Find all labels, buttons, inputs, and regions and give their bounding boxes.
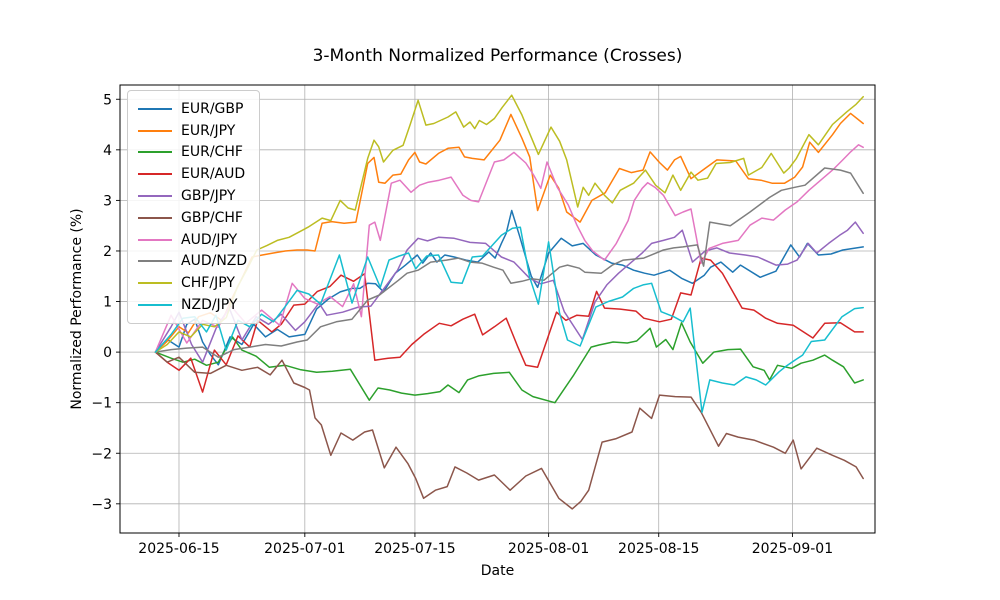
- legend: EUR/GBP EUR/JPY EUR/CHF EUR/AUD GBP/JPY GBP/C…: [127, 90, 261, 324]
- series-line-eur-aud: [154, 257, 864, 393]
- legend-label: EUR/CHF: [181, 144, 243, 161]
- legend-label: GBP/JPY: [181, 188, 236, 205]
- series-line-eur-jpy: [154, 112, 864, 353]
- legend-swatch-chf-jpy: [138, 282, 172, 285]
- x-tick-label: 2025-08-15: [618, 541, 699, 557]
- y-tick-label: 4: [103, 143, 112, 159]
- series-line-eur-chf: [154, 322, 864, 404]
- legend-swatch-aud-jpy: [138, 238, 172, 241]
- legend-label: AUD/JPY: [181, 231, 238, 248]
- x-tick-label: 2025-06-15: [138, 541, 219, 557]
- y-tick-label: 0: [103, 345, 112, 361]
- legend-swatch-eur-chf: [138, 151, 172, 154]
- x-axis-label: Date: [480, 563, 515, 579]
- axes-frame: [119, 84, 876, 534]
- legend-label: EUR/AUD: [181, 166, 246, 183]
- x-tick-label: 2025-08-01: [508, 541, 589, 557]
- series-line-chf-jpy: [154, 94, 864, 353]
- legend-swatch-aud-nzd: [138, 260, 172, 263]
- legend-entry-eur-aud: EUR/AUD: [138, 163, 247, 185]
- legend-swatch-eur-gbp: [138, 107, 172, 110]
- legend-label: EUR/GBP: [181, 100, 244, 117]
- series-line-nzd-jpy: [154, 226, 864, 414]
- y-tick-label: 5: [103, 92, 112, 108]
- legend-label: CHF/JPY: [181, 275, 235, 292]
- legend-swatch-eur-aud: [138, 173, 172, 176]
- legend-entry-gbp-chf: GBP/CHF: [138, 207, 247, 229]
- y-axis-label: Normalized Performance (%): [69, 208, 85, 410]
- series-line-gbp-chf: [154, 351, 864, 510]
- y-tick-label: −2: [91, 446, 112, 462]
- legend-swatch-gbp-jpy: [138, 195, 172, 198]
- series-line-gbp-jpy: [154, 221, 864, 363]
- legend-entry-aud-jpy: AUD/JPY: [138, 229, 247, 251]
- legend-entry-nzd-jpy: NZD/JPY: [138, 294, 247, 316]
- legend-swatch-nzd-jpy: [138, 304, 172, 307]
- x-tick-label: 2025-09-01: [752, 541, 833, 557]
- legend-swatch-eur-jpy: [138, 129, 172, 132]
- legend-swatch-gbp-chf: [138, 216, 172, 219]
- y-tick-label: −1: [91, 396, 112, 412]
- legend-entry-eur-chf: EUR/CHF: [138, 142, 247, 164]
- y-tick-label: −3: [91, 497, 112, 513]
- legend-entry-gbp-jpy: GBP/JPY: [138, 185, 247, 207]
- legend-label: GBP/CHF: [181, 209, 243, 226]
- legend-entry-eur-jpy: EUR/JPY: [138, 120, 247, 142]
- legend-entry-aud-nzd: AUD/NZD: [138, 251, 247, 273]
- x-tick-label: 2025-07-01: [264, 541, 345, 557]
- legend-entry-chf-jpy: CHF/JPY: [138, 272, 247, 294]
- legend-label: NZD/JPY: [181, 297, 238, 314]
- chart-title: 3-Month Normalized Performance (Crosses): [312, 46, 683, 66]
- x-tick-label: 2025-07-15: [374, 541, 455, 557]
- y-tick-label: 1: [103, 295, 112, 311]
- y-tick-label: 3: [103, 193, 112, 209]
- legend-label: AUD/NZD: [181, 253, 248, 270]
- series-line-eur-gbp: [154, 209, 864, 366]
- y-tick-label: 2: [103, 244, 112, 260]
- series-line-aud-nzd: [154, 167, 864, 358]
- legend-entry-eur-gbp: EUR/GBP: [138, 98, 247, 120]
- legend-label: EUR/JPY: [181, 122, 236, 139]
